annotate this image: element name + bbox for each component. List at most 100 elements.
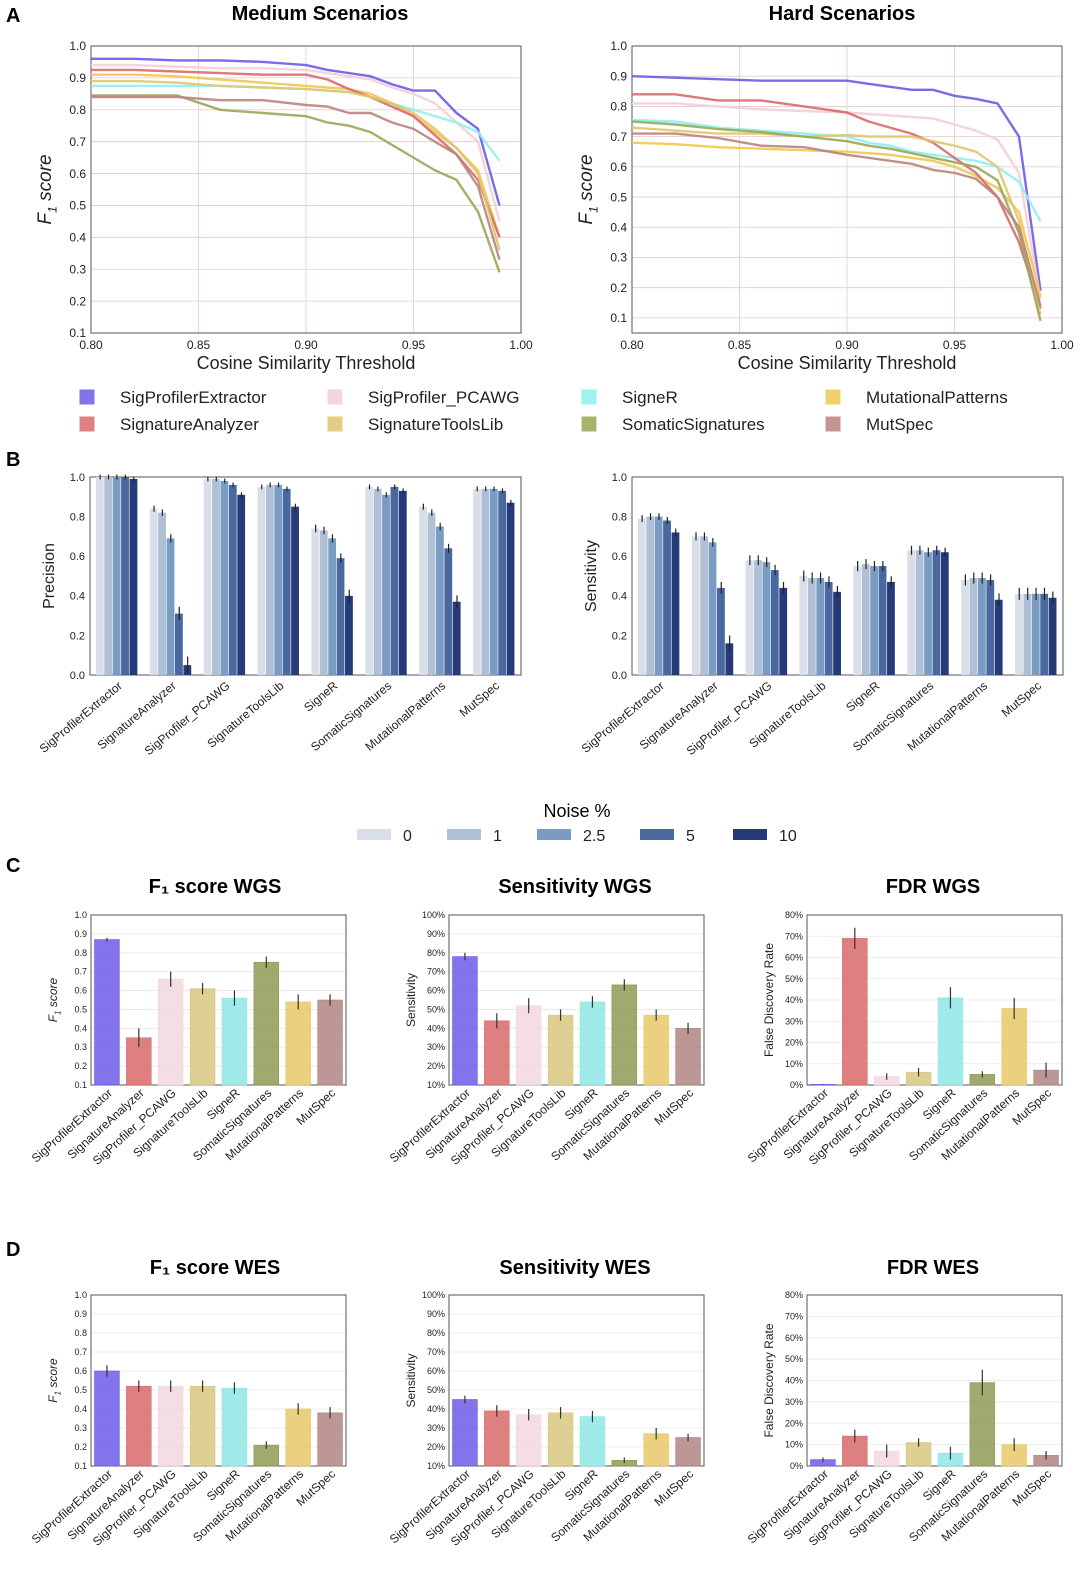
b-precision-frame [89,476,522,676]
a-medium-xtick-label: 0.90 [294,338,318,352]
d-fdr-ytick-label: 60% [785,1333,803,1343]
line-signatureanalyzer [91,68,501,238]
legend-swatch-mutspec [825,416,841,432]
bar-signer [221,997,248,1086]
legend-label-somaticsignatures: SomaticSignatures [622,415,765,434]
noise-legend-swatch-1 [447,829,481,840]
c-fdr-ytick-label: 50% [785,974,803,984]
d-sens-ytick-label: 10% [427,1461,445,1471]
bar-somaticsignatures-noise-10 [940,552,949,675]
bar-signatureanalyzer-noise-10 [725,643,734,675]
bar-somaticsignatures-noise-2-5 [924,552,932,675]
bar-mutspec [675,1028,701,1086]
bar-signatureanalyzer-noise-1 [158,512,167,675]
a-hard-ylabel: F1 score [576,154,601,224]
bar-signaturetoolslib [189,1385,216,1467]
chart-title-fdr-wes: FDR WES [887,1257,979,1279]
xtick-label-mutspec: MutSpec [457,679,502,720]
bar-signatureanalyzer-noise-2-5 [708,542,717,675]
legend-swatch-signer [581,389,597,405]
bar-signatureanalyzer-noise-5 [717,587,725,675]
d-sens-ytick-label: 20% [427,1442,445,1452]
a-medium-ylabel: F1 score [35,154,60,224]
bar-mutationalpatterns [1001,1008,1027,1086]
noise-legend-title: Noise % [543,801,610,821]
d-f1-ylabel: F1 score [46,1358,63,1403]
bar-mutationalpatterns [285,1001,311,1086]
a-hard-xtick-label: 0.95 [943,338,967,352]
bar-mutationalpatterns-noise-5 [444,548,453,675]
d-sens-ytick-label: 80% [427,1328,445,1338]
a-medium-xlabel: Cosine Similarity Threshold [197,353,416,373]
bar-sigprofiler-pcawg-noise-10 [779,587,788,675]
a-hard-ytick-label: 0.9 [610,69,627,83]
plot-layer: 0.10.20.30.40.50.60.70.80.91.00.80 0.85 0.… [29,39,1074,1549]
b-sensitivity-ytick-label: 0.6 [612,551,627,563]
bar-mutationalpatterns-noise-1 [969,577,978,675]
noise-legend-swatch-5 [640,829,674,840]
c-fdr-frame [806,914,1063,1086]
legend-swatch-somaticsignatures [581,416,597,432]
d-f1-ytick-label: 0.8 [74,1328,87,1338]
line-signer [631,118,1042,222]
d-fdr-ytick-label: 0% [790,1461,803,1471]
bar-somaticsignatures-noise-0 [365,486,374,675]
d-sens-ytick-label: 30% [427,1423,445,1433]
bar-signaturetoolslib-noise-10 [833,591,841,675]
bar-sigprofilerextractor-noise-0 [637,518,646,675]
bar-mutspec [317,999,343,1086]
c-sens-frame [448,914,705,1086]
c-fdr-ytick-label: 80% [785,910,803,920]
chart-title-sens-wgs: Sensitivity WGS [498,876,651,898]
a-hard-xtick-label: 0.80 [620,338,644,352]
c-sens-ytick-label: 60% [427,986,445,996]
bar-mutationalpatterns-noise-2-5 [435,526,444,675]
line-mutationalpatterns [91,73,501,238]
chart-title-medium: Medium Scenarios [232,3,409,25]
line-somaticsignatures [631,120,1042,322]
b-sensitivity-frame [631,476,1064,676]
bar-sigprofiler-pcawg-noise-1 [212,478,220,675]
bar-sigprofiler-pcawg-noise-0 [203,478,212,675]
c-sens-ytick-label: 50% [427,1004,445,1014]
a-hard-xtick-label: 0.90 [835,338,859,352]
noise-legend-swatch-10 [733,829,767,840]
bar-signer-noise-2-5 [328,538,337,675]
bar-sigprofilerextractor-noise-5 [121,477,129,675]
xtick-label-signer: SigneR [843,678,882,714]
bar-somaticsignatures-noise-5 [390,486,399,675]
noise-legend-label-5: 5 [686,828,695,845]
a-medium-xtick-label: 0.80 [79,338,103,352]
bar-mutationalpatterns [643,1014,669,1086]
d-sens-ytick-label: 100% [422,1290,445,1300]
d-f1-ytick-label: 0.2 [74,1442,87,1452]
bar-sigprofilerextractor-noise-1 [646,516,655,675]
bar-mutspec [675,1437,701,1467]
d-sens-frame [448,1294,705,1467]
bar-sigprofiler-pcawg-noise-1 [754,560,762,675]
bar-mutationalpatterns-noise-0 [961,579,969,675]
a-medium-xtick-label: 0.85 [187,338,211,352]
d-sens-ylabel: Sensitivity [404,1353,418,1407]
b-sensitivity-ytick-label: 0.0 [612,670,627,682]
c-sens-ytick-label: 10% [427,1080,445,1090]
a-hard-ytick-label: 1.0 [610,39,627,53]
bar-signaturetoolslib [547,1412,574,1467]
bar-signaturetoolslib-noise-1 [807,577,816,675]
d-f1-ytick-label: 0.5 [74,1385,87,1395]
d-fdr-ytick-label: 50% [785,1354,803,1364]
panel-label-b: B [6,449,20,471]
bar-signatureanalyzer [484,1410,510,1467]
bar-sigprofiler-pcawg [515,1005,542,1086]
c-f1-ytick-label: 0.2 [74,1061,87,1071]
c-sens-ytick-label: 70% [427,967,445,977]
line-sigprofiler-pcawg [632,102,1042,301]
legend-swatch-mutationalpatterns [825,389,841,405]
a-hard-frame [631,45,1063,334]
c-sens-ylabel: Sensitivity [404,973,418,1027]
c-f1-ytick-label: 0.4 [74,1023,87,1033]
d-f1-ytick-label: 0.9 [74,1309,87,1319]
bar-signaturetoolslib-noise-1 [265,484,274,675]
legend-swatch-signatureanalyzer [79,416,95,432]
